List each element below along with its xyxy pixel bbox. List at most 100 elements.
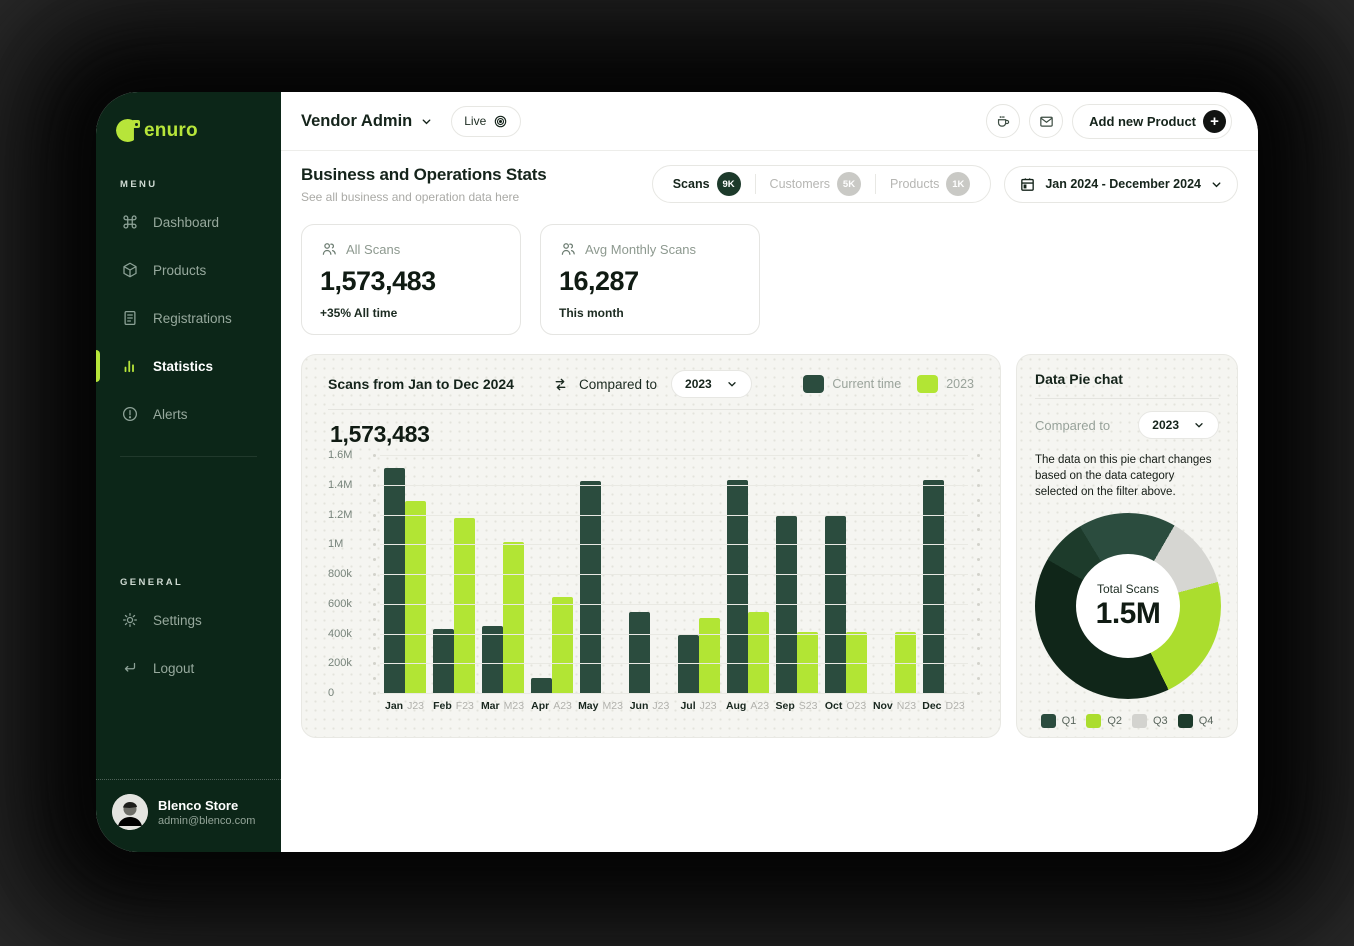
chevron-down-icon [1212,181,1221,187]
legend-item-q2: Q2 [1086,714,1122,729]
y-axis-tick-label: 0 [328,687,335,699]
legend-swatch-2023 [917,375,939,393]
tab-customers[interactable]: Customers 5K [756,166,875,202]
axis-tick-dot [977,692,980,695]
swap-icon [552,376,569,393]
bar-chart-panel: Scans from Jan to Dec 2024 Compared to 2… [301,354,1001,738]
sidebar-item-logout[interactable]: Logout [96,644,281,692]
axis-tick-dot [373,454,376,457]
tab-badge: 9K [716,172,741,196]
pie-chart-title: Data Pie chat [1035,371,1123,387]
gridline: 1.4M [328,479,968,491]
axis-tick-dot [977,498,980,502]
legend-item-2023: 2023 [917,375,974,393]
axis-tick-dot [373,662,376,666]
sidebar-item-label: Logout [153,660,195,676]
axis-tick-dot [977,602,980,606]
title-row: Business and Operations Stats See all bu… [301,165,1238,204]
axis-tick-dot [373,632,376,636]
gridline: 400k [328,628,968,640]
live-status-pill[interactable]: Live [451,105,522,137]
sidebar-item-statistics[interactable]: Statistics [96,342,281,390]
gridline: 800k [328,568,968,580]
legend-item-q1: Q1 [1040,714,1076,729]
x-axis-label: Jul J23 [680,700,717,712]
axis-tick-dot [977,543,980,547]
stat-subtext: +35% All time [320,306,398,320]
tab-label: Products [889,177,940,191]
sidebar-item-dashboard[interactable]: Dashboard [96,198,281,246]
sidebar-item-alerts[interactable]: Alerts [96,390,281,438]
bar-current-time [432,628,454,694]
x-axis-label: Apr A23 [531,700,572,712]
sidebar-item-registrations[interactable]: Registrations [96,294,281,342]
y-axis-tick-label: 600k [328,597,352,610]
stat-head: All Scans [320,240,502,258]
panel-divider [328,409,974,410]
mail-button[interactable] [1029,104,1064,138]
axis-tick-dot [977,573,980,576]
legend-label: Q3 [1153,715,1168,728]
panel-divider [1035,398,1219,399]
x-axis-label: Mar M23 [480,700,525,712]
bar-panel-header: Scans from Jan to Dec 2024 Compared to 2… [328,370,974,398]
bar-group-aug [723,456,772,694]
pie-legend: Q1 Q2 Q3 Q4 [1035,714,1219,729]
date-range-picker[interactable]: Jan 2024 - December 2024 [1004,165,1238,203]
profile-text: Blenco Store admin@blenco.com [158,798,255,827]
sidebar-item-products[interactable]: Products [96,246,281,294]
stat-value: 16,287 [559,266,639,296]
axis-tick-dot [977,528,980,532]
tab-scans[interactable]: Scans 9K [659,166,755,202]
axis-tick-dot [977,454,980,457]
axis-tick-dot [373,513,376,517]
bar-group-jun [625,456,674,694]
filters: Scans 9K Customers 5K Products 1K [651,165,1238,203]
bar-plot: 0 200k 400k 600k 800k 1M 1.2M 1.4M 1.6M [328,449,980,699]
bar-2023 [796,631,818,694]
profile-email: admin@blenco.com [158,814,256,827]
add-new-product-button[interactable]: Add new Product + [1072,103,1232,139]
bar-current-time [922,479,944,694]
bar-current-time [775,515,797,694]
coffee-button[interactable] [986,104,1021,138]
pie-compare-year-select[interactable]: 2023 [1138,411,1219,439]
chevron-down-icon [1195,423,1203,428]
tab-products[interactable]: Products 1K [876,166,984,202]
legend-item-q3: Q3 [1132,714,1168,729]
compared-to-label: Compared to [1035,417,1111,433]
bar-group-nov [870,456,919,694]
y-axis-tick-label: 1.2M [328,508,353,521]
bar-group-sep [772,456,821,694]
axis-tick-dot [977,483,980,487]
axis-tick-dot [373,647,376,651]
legend-item-current: Current time [803,375,901,393]
y-axis-tick-label: 400k [328,627,352,640]
axis-tick-dot [977,617,980,621]
add-product-label: Add new Product [1089,113,1196,129]
tab-separator [754,174,756,194]
menu-section-label: MENU [120,179,158,190]
sidebar-item-label: Settings [153,612,202,628]
bar-current-time [726,479,748,694]
users-icon [320,240,338,258]
sidebar-item-settings[interactable]: Settings [96,596,281,644]
x-axis-label: Aug A23 [725,700,770,712]
x-axis-label: May M23 [578,700,623,712]
legend-item-q4: Q4 [1177,714,1213,729]
box-icon [120,261,139,280]
compare-year-select[interactable]: 2023 [671,370,752,398]
date-range-label: Jan 2024 - December 2024 [1045,177,1201,191]
sidebar: enuro MENU Dashboard Products Registrati… [96,92,281,852]
axis-tick-dot [977,632,980,636]
profile-card[interactable]: Blenco Store admin@blenco.com [96,779,281,852]
x-axis-label: Oct O23 [824,700,867,712]
y-axis-tick-label: 1.4M [328,478,353,491]
bar-chart-title: Scans from Jan to Dec 2024 [328,376,514,392]
axis-tick-dot [373,558,376,562]
pie-compare-row: Compared to 2023 [1035,411,1219,439]
workspace-switcher[interactable]: Vendor Admin [301,112,433,131]
workspace-name: Vendor Admin [301,111,413,130]
bar-2023 [551,597,573,694]
command-icon [120,213,139,232]
